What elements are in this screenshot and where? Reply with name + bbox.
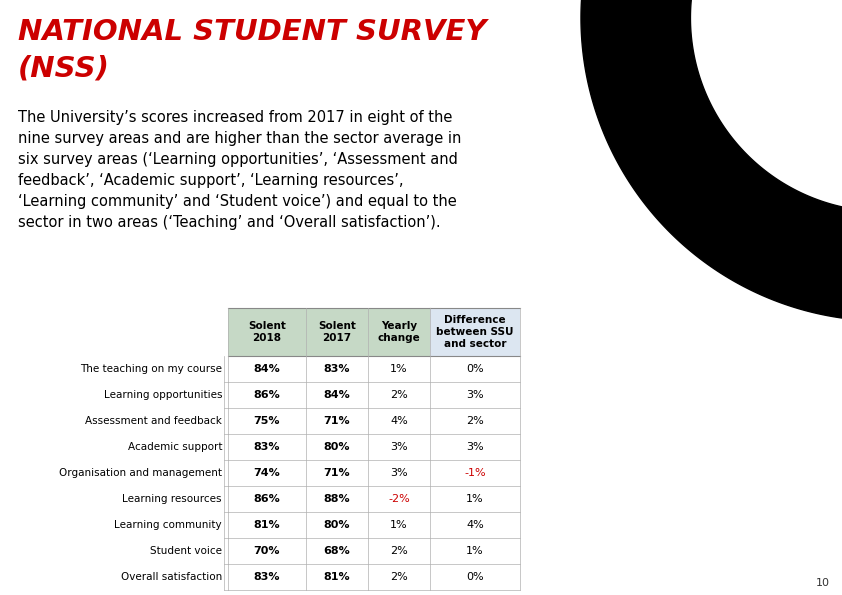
Text: -1%: -1% [464,468,486,478]
Text: Student voice: Student voice [150,546,222,556]
Text: Learning resources: Learning resources [122,494,222,504]
Text: 84%: 84% [323,390,350,400]
Text: 1%: 1% [466,546,484,556]
Text: Difference
between SSU
and sector: Difference between SSU and sector [436,315,514,349]
Text: 84%: 84% [253,364,280,374]
Text: 88%: 88% [323,494,350,504]
Text: 0%: 0% [466,572,484,582]
Bar [430,308,520,356]
Bar [228,308,430,356]
Text: 86%: 86% [253,390,280,400]
Text: 3%: 3% [466,442,484,452]
Text: The teaching on my course: The teaching on my course [80,364,222,374]
Text: 3%: 3% [390,468,408,478]
Text: (NSS): (NSS) [18,55,109,83]
Text: Academic support: Academic support [127,442,222,452]
Text: 2%: 2% [390,572,408,582]
Text: 0%: 0% [466,364,484,374]
Text: 10: 10 [816,578,830,588]
Text: Learning opportunities: Learning opportunities [104,390,222,400]
Text: 2%: 2% [390,390,408,400]
Text: 3%: 3% [390,442,408,452]
Text: Overall satisfaction: Overall satisfaction [120,572,222,582]
Text: 2%: 2% [390,546,408,556]
Text: 83%: 83% [253,572,280,582]
Text: 1%: 1% [390,520,408,530]
Text: 3%: 3% [466,390,484,400]
Polygon shape [581,0,842,321]
Text: 75%: 75% [253,416,280,426]
Text: Organisation and management: Organisation and management [59,468,222,478]
Text: 81%: 81% [323,572,350,582]
Text: 68%: 68% [323,546,350,556]
Text: Learning community: Learning community [115,520,222,530]
Text: Assessment and feedback: Assessment and feedback [85,416,222,426]
Text: 4%: 4% [390,416,408,426]
Text: 71%: 71% [323,416,350,426]
Text: Yearly
change: Yearly change [377,321,420,343]
Text: NATIONAL STUDENT SURVEY: NATIONAL STUDENT SURVEY [18,18,487,46]
Text: 4%: 4% [466,520,484,530]
Text: 83%: 83% [324,364,350,374]
Text: 1%: 1% [466,494,484,504]
Text: 80%: 80% [324,442,350,452]
Text: 2%: 2% [466,416,484,426]
Text: The University’s scores increased from 2017 in eight of the
nine survey areas an: The University’s scores increased from 2… [18,110,461,230]
Text: 71%: 71% [323,468,350,478]
Text: -2%: -2% [388,494,410,504]
Text: 70%: 70% [253,546,280,556]
Text: 83%: 83% [253,442,280,452]
Text: 86%: 86% [253,494,280,504]
Text: Solent
2018: Solent 2018 [248,321,286,343]
Text: 80%: 80% [324,520,350,530]
Text: 1%: 1% [390,364,408,374]
Text: Solent
2017: Solent 2017 [318,321,356,343]
Text: 74%: 74% [253,468,280,478]
Text: 81%: 81% [253,520,280,530]
